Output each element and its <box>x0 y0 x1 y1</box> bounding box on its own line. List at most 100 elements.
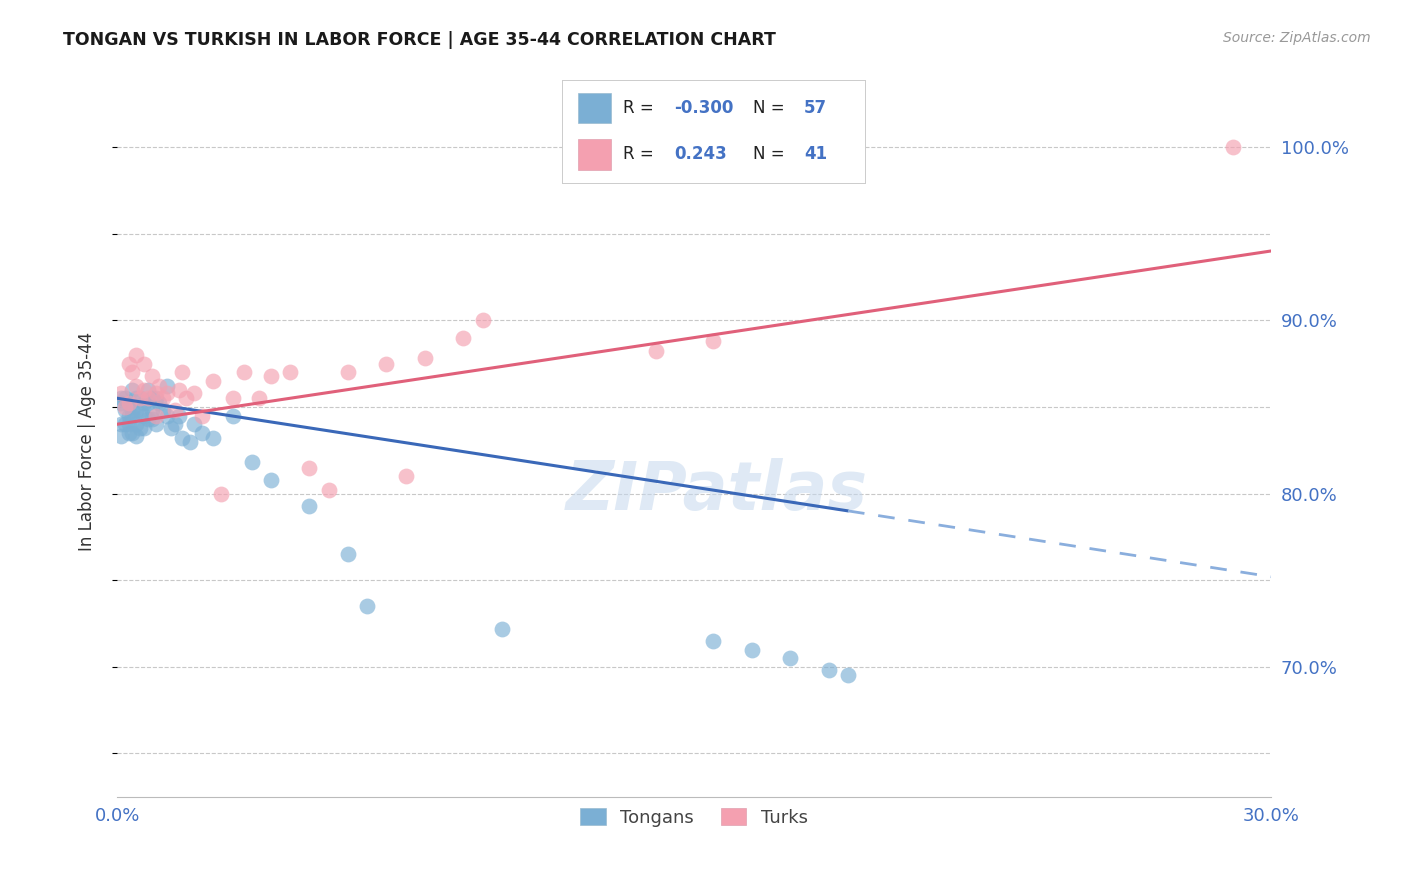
Point <box>110 429 132 443</box>
Point <box>156 386 179 401</box>
Point <box>702 633 724 648</box>
Point <box>298 499 321 513</box>
Point <box>491 622 513 636</box>
Point <box>114 417 136 432</box>
Point <box>125 417 148 432</box>
Point <box>163 403 186 417</box>
Point <box>129 403 152 417</box>
Point <box>121 383 143 397</box>
Text: ZIPatlas: ZIPatlas <box>567 458 868 524</box>
Text: 57: 57 <box>804 99 827 117</box>
Point <box>141 391 163 405</box>
Point <box>183 417 205 432</box>
Point <box>190 425 212 440</box>
Point <box>141 368 163 383</box>
FancyBboxPatch shape <box>578 93 610 123</box>
Point <box>336 547 359 561</box>
Point <box>298 460 321 475</box>
Point <box>221 391 243 405</box>
Point <box>114 403 136 417</box>
Point <box>145 391 167 405</box>
Point <box>114 400 136 414</box>
Text: Source: ZipAtlas.com: Source: ZipAtlas.com <box>1223 31 1371 45</box>
Point <box>129 391 152 405</box>
Text: 41: 41 <box>804 145 827 163</box>
Point <box>176 391 198 405</box>
Point <box>167 409 190 423</box>
Point <box>110 391 132 405</box>
Point <box>183 386 205 401</box>
Point <box>152 391 174 405</box>
Text: TONGAN VS TURKISH IN LABOR FORCE | AGE 35-44 CORRELATION CHART: TONGAN VS TURKISH IN LABOR FORCE | AGE 3… <box>63 31 776 49</box>
Point <box>117 396 139 410</box>
Point <box>117 357 139 371</box>
Point <box>110 396 132 410</box>
Point <box>156 379 179 393</box>
Point <box>152 403 174 417</box>
Point <box>132 420 155 434</box>
Point <box>132 396 155 410</box>
Text: -0.300: -0.300 <box>675 99 734 117</box>
Point <box>167 383 190 397</box>
Point <box>132 383 155 397</box>
Point <box>125 348 148 362</box>
Point <box>110 386 132 401</box>
Point <box>117 417 139 432</box>
Point <box>702 334 724 348</box>
Text: R =: R = <box>623 99 659 117</box>
Point <box>121 425 143 440</box>
Point <box>136 396 159 410</box>
Point <box>202 374 225 388</box>
Point <box>125 429 148 443</box>
Point <box>132 409 155 423</box>
Point <box>145 409 167 423</box>
Point <box>471 313 494 327</box>
Point <box>129 391 152 405</box>
Y-axis label: In Labor Force | Age 35-44: In Labor Force | Age 35-44 <box>79 332 96 551</box>
Point <box>260 473 283 487</box>
Point <box>141 403 163 417</box>
Point <box>336 365 359 379</box>
Point <box>209 486 232 500</box>
Point <box>114 391 136 405</box>
Point <box>172 365 194 379</box>
Point <box>148 379 170 393</box>
Point <box>172 431 194 445</box>
Text: 0.243: 0.243 <box>675 145 727 163</box>
Point <box>129 420 152 434</box>
Point <box>413 351 436 366</box>
Point <box>110 417 132 432</box>
Point <box>136 412 159 426</box>
Point <box>121 403 143 417</box>
Point <box>394 469 416 483</box>
Text: N =: N = <box>752 145 790 163</box>
Point <box>779 651 801 665</box>
Legend: Tongans, Turks: Tongans, Turks <box>574 801 815 834</box>
Point <box>356 599 378 614</box>
Point <box>125 379 148 393</box>
Point <box>160 420 183 434</box>
Point <box>240 455 263 469</box>
Point <box>117 396 139 410</box>
Point <box>318 483 340 497</box>
Point <box>453 330 475 344</box>
Point <box>117 409 139 423</box>
Point <box>125 403 148 417</box>
Point <box>179 434 201 449</box>
Point <box>278 365 301 379</box>
Point <box>145 386 167 401</box>
Point <box>202 431 225 445</box>
Point <box>145 417 167 432</box>
Text: R =: R = <box>623 145 664 163</box>
Point <box>644 344 666 359</box>
Point <box>121 409 143 423</box>
Point <box>221 409 243 423</box>
Point <box>156 409 179 423</box>
Point <box>117 425 139 440</box>
Point <box>837 668 859 682</box>
Text: N =: N = <box>752 99 790 117</box>
Point <box>741 642 763 657</box>
Point <box>817 663 839 677</box>
Point <box>190 409 212 423</box>
Point <box>148 396 170 410</box>
